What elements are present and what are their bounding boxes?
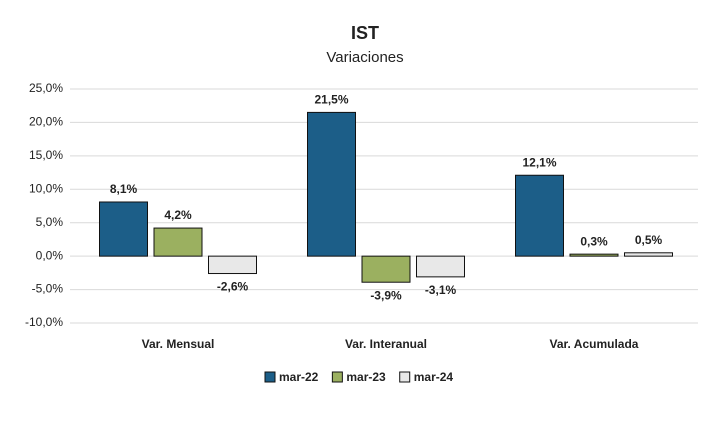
bar <box>99 201 148 257</box>
bar <box>208 255 257 275</box>
bar <box>624 252 673 257</box>
x-tick-label: Var. Mensual <box>142 337 215 351</box>
chart-subtitle: Variaciones <box>326 49 403 66</box>
legend-swatch <box>399 371 411 383</box>
legend-label: mar-22 <box>279 370 319 384</box>
y-tick-label: -10,0% <box>25 315 63 329</box>
y-tick-label: 15,0% <box>29 148 63 162</box>
y-tick-label: 20,0% <box>29 115 63 129</box>
value-label: 8,1% <box>110 182 138 196</box>
legend-swatch <box>331 371 343 383</box>
bar <box>515 174 564 257</box>
value-label: -3,1% <box>425 283 457 297</box>
value-label: -3,9% <box>370 288 402 302</box>
y-tick-label: 5,0% <box>36 215 64 229</box>
bar <box>416 255 465 278</box>
bar <box>153 227 203 257</box>
legend-label: mar-23 <box>346 370 386 384</box>
y-tick-label: 25,0% <box>29 81 63 95</box>
y-tick-label: 10,0% <box>29 181 63 195</box>
value-label: 0,5% <box>635 233 663 247</box>
x-tick-label: Var. Acumulada <box>550 337 639 351</box>
value-label: 12,1% <box>522 155 556 169</box>
value-label: 21,5% <box>314 93 348 107</box>
value-label: 0,3% <box>580 234 608 248</box>
x-tick-label: Var. Interanual <box>345 337 427 351</box>
chart-title: IST <box>351 23 379 43</box>
bar <box>307 111 356 257</box>
bar <box>361 255 411 283</box>
y-tick-label: 0,0% <box>36 248 64 262</box>
legend-swatch <box>264 371 276 383</box>
bar <box>569 253 619 257</box>
y-tick-label: -5,0% <box>32 282 64 296</box>
value-label: 4,2% <box>164 208 192 222</box>
legend-label: mar-24 <box>414 370 454 384</box>
value-label: -2,6% <box>217 280 249 294</box>
